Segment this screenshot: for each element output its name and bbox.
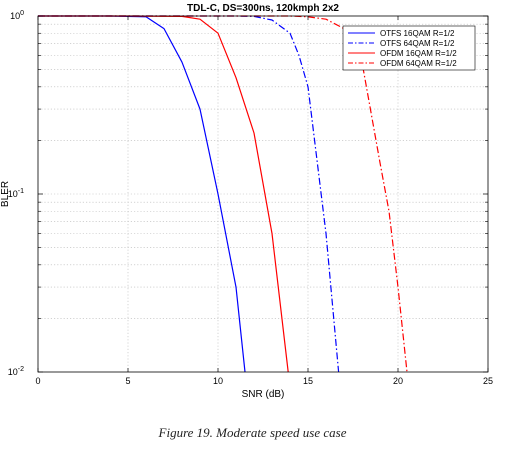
series-line-4: [38, 15, 408, 373]
y-tick-label: 100: [10, 10, 24, 21]
y-tick-label: 10-1: [8, 188, 24, 199]
y-tick-label: 10-2: [8, 366, 24, 377]
x-axis-label: SNR (dB): [242, 389, 285, 400]
chart-title: TDL-C, DS=300ns, 120kmph 2x2: [187, 3, 339, 14]
x-tick-label: 10: [213, 376, 223, 386]
legend-label: OFDM 16QAM R=1/2: [380, 49, 457, 58]
x-tick-label: 0: [35, 376, 40, 386]
y-axis-label: BLER: [0, 181, 11, 207]
figure-caption: Figure 19. Moderate speed use case: [158, 425, 347, 440]
tick-labels: 0 5 10 15 20 25 100 10-1 10-2: [8, 10, 493, 386]
chart: TDL-C, DS=300ns, 120kmph 2x2 0 5 10 15 20 25 1…: [0, 3, 493, 400]
x-tick-label: 15: [303, 376, 313, 386]
legend-label: OTFS 16QAM R=1/2: [380, 29, 455, 38]
x-tick-label: 20: [393, 376, 403, 386]
x-tick-label: 5: [125, 376, 130, 386]
legend-label: OTFS 64QAM R=1/2: [380, 39, 455, 48]
legend-label: OFDM 64QAM R=1/2: [380, 59, 457, 68]
ticks: [37, 15, 489, 373]
x-tick-label: 25: [483, 376, 493, 386]
